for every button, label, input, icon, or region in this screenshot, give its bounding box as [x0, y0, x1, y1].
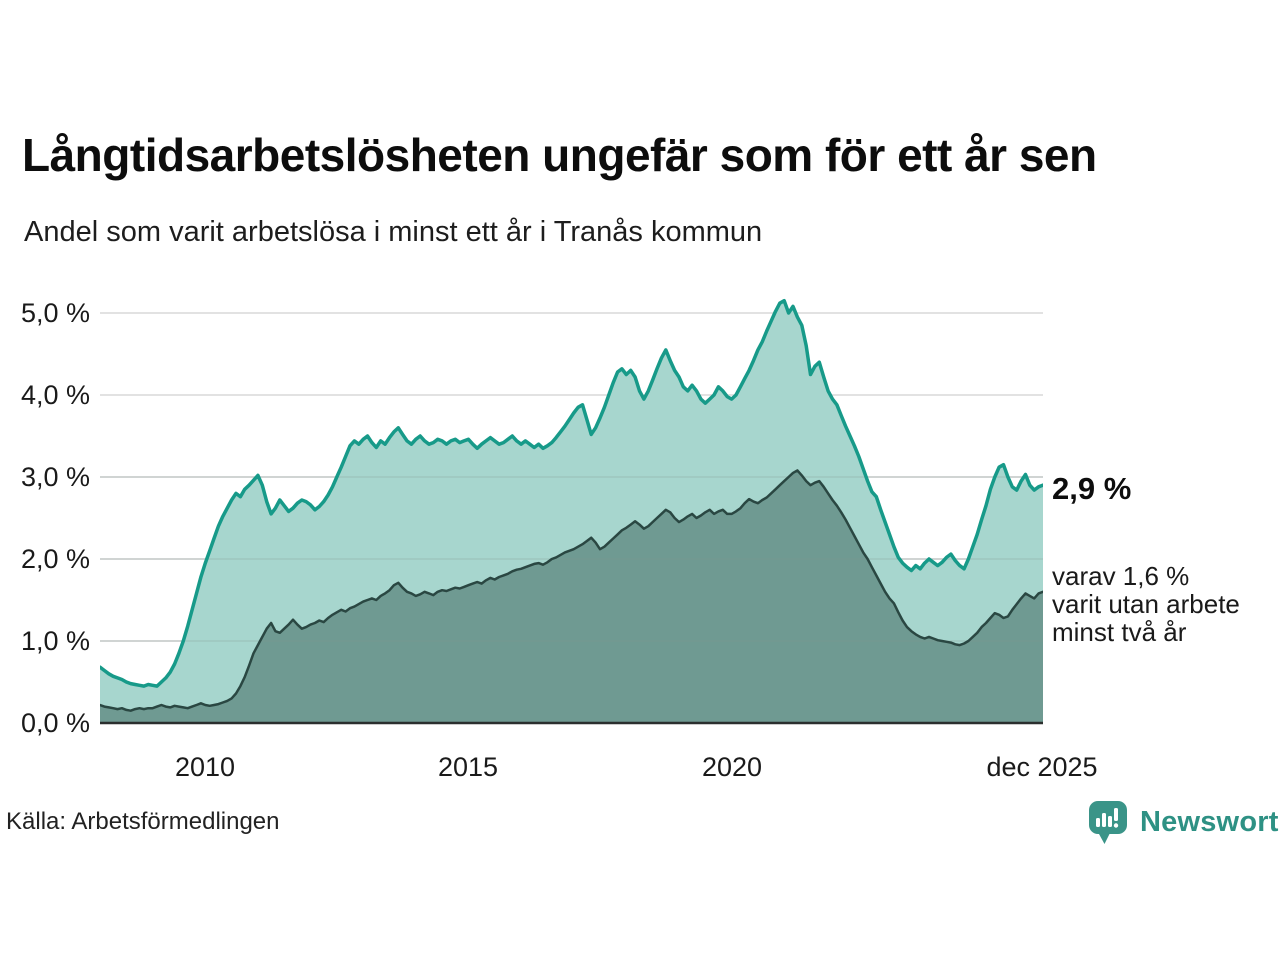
x-tick-dec-2025: dec 2025	[986, 752, 1098, 782]
newsworthy-icon	[1089, 801, 1127, 844]
y-tick-4: 4,0 %	[20, 380, 90, 410]
series-0-line	[100, 298, 1043, 688]
series-1-line	[100, 469, 1043, 712]
y-tick-2: 2,0 %	[20, 544, 90, 574]
page-subtitle: Andel som varit arbetslösa i minst ett å…	[24, 216, 763, 248]
page-title: Långtidsarbetslösheten ungefär som för e…	[22, 129, 1097, 181]
y-tick-5: 5,0 %	[20, 298, 90, 328]
source-note: Källa: Arbetsförmedlingen	[6, 808, 280, 835]
brand-name: Newsworthy	[1140, 806, 1280, 838]
x-tick-2010: 2010	[174, 752, 236, 782]
y-tick-3: 3,0 %	[20, 462, 90, 492]
secondary-value-label: varav 1,6 % varit utan arbete minst två …	[1052, 562, 1240, 646]
series-1-area	[100, 470, 1043, 723]
secondary-label-line3: minst två år	[1052, 617, 1187, 647]
y-tick-1: 1,0 %	[20, 626, 90, 656]
secondary-label-line2: varit utan arbete	[1052, 589, 1240, 619]
brand-logo: Newsworthy	[1088, 800, 1280, 848]
plot	[100, 298, 1043, 725]
x-tick-2015: 2015	[437, 752, 499, 782]
latest-value-label: 2,9 %	[1052, 471, 1132, 506]
y-tick-0: 0,0 %	[20, 708, 90, 738]
x-tick-2020: 2020	[701, 752, 763, 782]
secondary-label-line1: varav 1,6 %	[1052, 561, 1190, 591]
